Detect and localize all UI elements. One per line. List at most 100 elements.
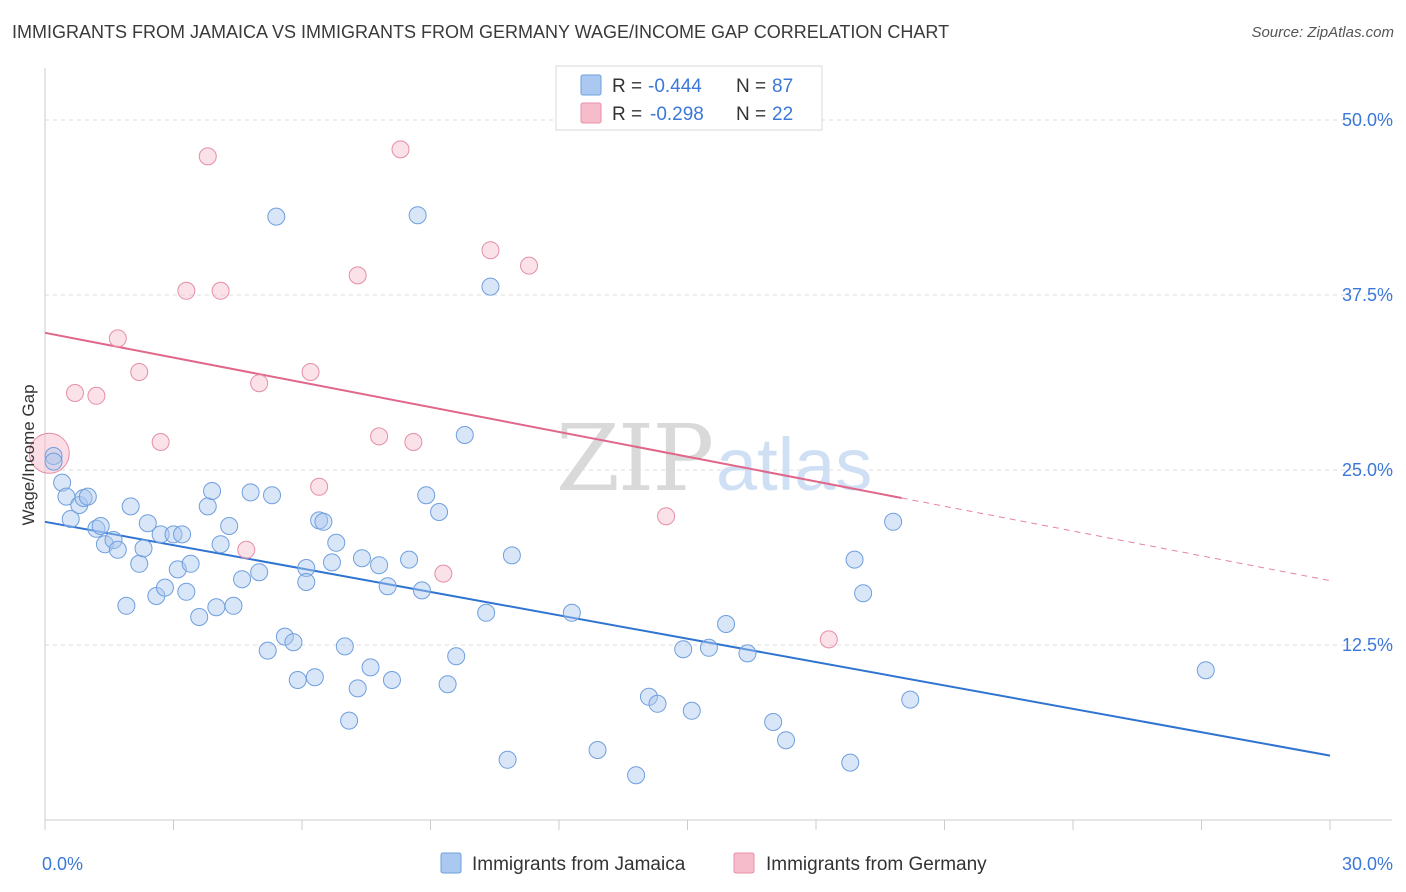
- source-label: Source: ZipAtlas.com: [1251, 24, 1394, 41]
- jamaica-point: [297, 573, 316, 591]
- germany-points: [28, 140, 838, 649]
- jamaica-point: [430, 503, 449, 521]
- jamaica-point: [327, 533, 346, 552]
- legend-label-germany: Immigrants from Germany: [766, 854, 987, 875]
- jamaica-point: [764, 713, 783, 731]
- germany-trend-line: [44, 331, 902, 499]
- germany-point: [404, 433, 423, 451]
- jamaica-point: [648, 694, 667, 713]
- germany-point: [481, 241, 500, 260]
- y-tick-label: 37.5%: [1342, 285, 1393, 305]
- jamaica-point: [447, 647, 466, 666]
- jamaica-point: [588, 741, 607, 759]
- x-tick-label-max: 30.0%: [1342, 854, 1393, 874]
- jamaica-point: [117, 596, 136, 615]
- jamaica-point: [207, 598, 226, 617]
- jamaica-point: [400, 550, 419, 569]
- watermark: ZIP atlas: [556, 405, 872, 512]
- jamaica-point: [884, 512, 903, 531]
- jamaica-trend-line: [44, 520, 1331, 757]
- trend-lines: [44, 331, 1331, 757]
- germany-point: [370, 427, 389, 446]
- y-tick-label: 12.5%: [1342, 635, 1393, 655]
- y-tick-label: 50.0%: [1342, 110, 1393, 130]
- watermark-atlas: atlas: [716, 423, 872, 506]
- jamaica-point: [412, 581, 431, 600]
- jamaica-point: [845, 550, 864, 569]
- jamaica-point: [477, 603, 496, 622]
- germany-point: [28, 432, 70, 474]
- germany-point: [211, 281, 230, 300]
- germany-n-label: N =: [736, 104, 766, 125]
- germany-point: [348, 266, 367, 285]
- jamaica-point: [297, 559, 316, 577]
- jamaica-point: [121, 497, 140, 516]
- germany-point: [301, 363, 320, 381]
- jamaica-point: [190, 608, 209, 626]
- jamaica-n-label: N =: [736, 76, 766, 97]
- legend-swatch-jamaica: [440, 852, 462, 874]
- watermark-zip: ZIP: [556, 405, 712, 512]
- jamaica-point: [177, 582, 196, 601]
- jamaica-point: [438, 675, 457, 694]
- jamaica-point: [352, 549, 371, 568]
- jamaica-point: [699, 638, 718, 657]
- germany-point: [819, 630, 838, 649]
- jamaica-point: [44, 447, 63, 465]
- jamaica-point: [263, 486, 282, 505]
- jamaica-point: [498, 750, 517, 769]
- jamaica-point: [78, 487, 97, 506]
- jamaica-point: [130, 554, 149, 573]
- jamaica-point: [717, 615, 736, 633]
- y-tick-label: 25.0%: [1342, 460, 1393, 480]
- jamaica-point: [370, 556, 389, 575]
- jamaica-point: [267, 207, 286, 226]
- jamaica-point: [155, 578, 174, 597]
- germany-legend-swatch: [580, 102, 602, 124]
- germany-trend-extension: [901, 497, 1331, 582]
- germany-point: [151, 433, 170, 451]
- jamaica-point: [250, 563, 269, 582]
- jamaica-r-label: R =: [612, 76, 642, 97]
- germany-point: [65, 384, 84, 402]
- germany-r-label: R =: [612, 104, 642, 125]
- germany-point: [250, 374, 269, 393]
- germany-point: [130, 363, 149, 381]
- jamaica-point: [562, 603, 581, 622]
- jamaica-point: [777, 731, 796, 750]
- germany-point: [198, 147, 217, 166]
- germany-point: [237, 540, 256, 559]
- jamaica-point: [348, 679, 367, 698]
- jamaica-point: [241, 483, 260, 502]
- jamaica-point: [151, 525, 170, 544]
- germany-point: [108, 329, 127, 348]
- jamaica-r-value: -0.444: [648, 76, 702, 97]
- jamaica-point: [224, 596, 243, 615]
- jamaica-points: [44, 206, 1215, 785]
- jamaica-point: [408, 206, 427, 225]
- jamaica-point: [288, 671, 307, 689]
- jamaica-point: [841, 753, 860, 772]
- jamaica-point: [53, 473, 72, 492]
- jamaica-point: [211, 535, 230, 554]
- jamaica-point: [682, 701, 701, 720]
- germany-point: [177, 281, 196, 300]
- jamaica-point: [314, 512, 333, 531]
- y-axis-label: Wage/Income Gap: [19, 384, 38, 525]
- germany-point: [87, 386, 106, 405]
- jamaica-point: [322, 553, 341, 572]
- jamaica-point: [220, 517, 239, 535]
- germany-point: [434, 564, 453, 583]
- jamaica-point: [44, 452, 63, 471]
- jamaica-point: [203, 482, 222, 500]
- jamaica-point: [275, 627, 294, 646]
- jamaica-point: [173, 525, 192, 544]
- jamaica-point: [361, 658, 380, 677]
- jamaica-point: [674, 640, 693, 659]
- germany-point: [657, 507, 676, 526]
- jamaica-point: [627, 766, 646, 785]
- jamaica-point: [1196, 661, 1215, 680]
- chart-title: IMMIGRANTS FROM JAMAICA VS IMMIGRANTS FR…: [12, 22, 950, 42]
- jamaica-point: [738, 644, 757, 663]
